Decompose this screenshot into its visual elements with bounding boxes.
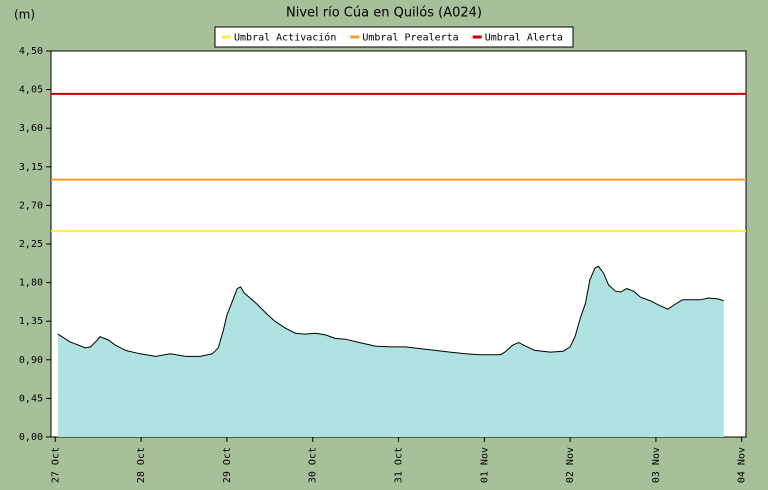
x-tick-label: 01 Nov: [479, 447, 490, 483]
y-tick-label: 1,35: [19, 316, 43, 327]
legend-label: Umbral Alerta: [485, 33, 563, 44]
x-tick-label: 30 Oct: [308, 447, 319, 483]
chart-title: Nivel río Cúa en Quilós (A024): [286, 6, 482, 21]
area-fill: [57, 266, 724, 437]
y-tick-label: 1,80: [19, 278, 43, 289]
y-tick-label: 4,50: [19, 46, 43, 57]
y-tick-label: 3,60: [19, 123, 43, 134]
legend-label: Umbral Activación: [234, 32, 336, 44]
y-tick-label: 3,15: [19, 162, 43, 173]
x-tick-label: 28 Oct: [136, 447, 147, 483]
x-tick-label: 27 Oct: [50, 447, 61, 483]
y-tick-label: 2,25: [19, 239, 43, 250]
y-axis-label: (m): [14, 8, 35, 22]
x-tick-label: 04 Nov: [737, 447, 748, 483]
x-tick-label: 31 Oct: [394, 447, 405, 483]
y-tick-label: 2,70: [19, 200, 43, 211]
y-tick-label: 0,00: [19, 432, 43, 443]
area-line: [57, 265, 724, 357]
y-tick-label: 4,05: [19, 85, 43, 96]
y-tick-label: 0,90: [19, 355, 43, 366]
legend: [214, 26, 574, 48]
x-tick-label: 03 Nov: [651, 447, 662, 483]
x-tick-label: 29 Oct: [222, 447, 233, 483]
y-tick-label: 0,45: [19, 393, 43, 404]
x-tick-label: 02 Nov: [565, 447, 576, 483]
legend-label: Umbral Prealerta: [362, 33, 458, 44]
